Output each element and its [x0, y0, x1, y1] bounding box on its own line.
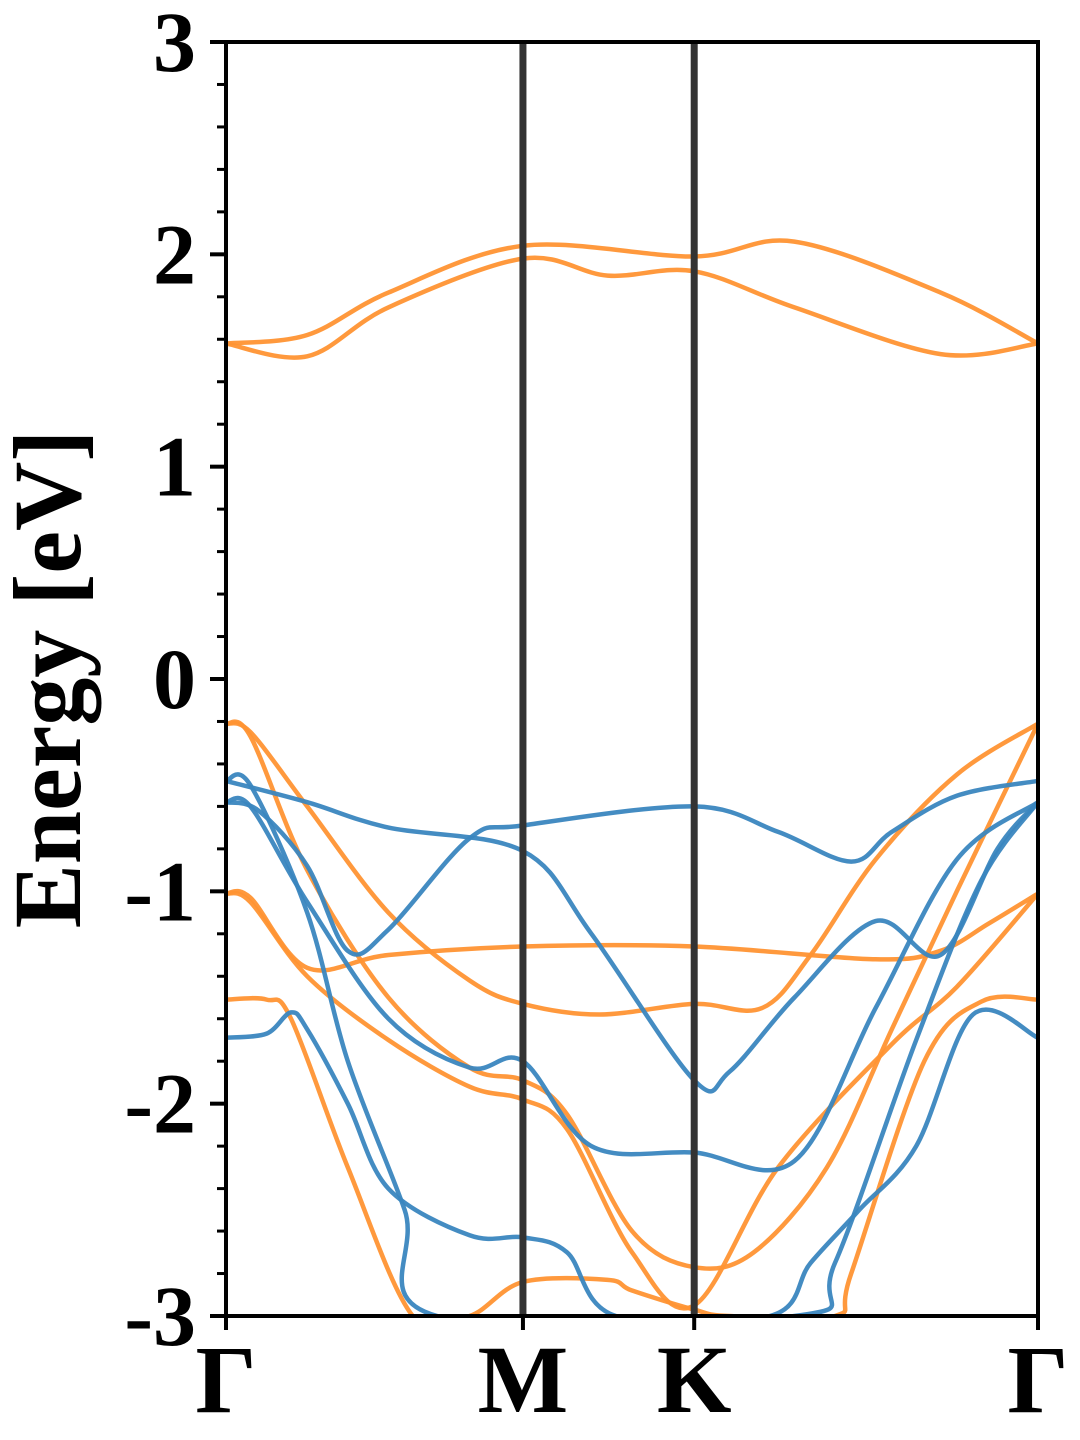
band-line-blue	[226, 778, 1038, 957]
high-symmetry-lines	[519, 42, 698, 1316]
y-tick-label: -3	[124, 1268, 196, 1364]
y-tick-label: 1	[153, 419, 196, 515]
band-line-blue	[226, 772, 1038, 1316]
band-line-blue	[226, 1007, 1038, 1316]
band-line-orange	[226, 890, 1038, 1311]
tick-labels: -3 -2 -1 0 1 2 3 Γ M K Γ	[124, 0, 1068, 1433]
x-tick-label: K	[657, 1326, 732, 1433]
x-tick-label: Γ	[195, 1326, 256, 1433]
y-tick-label: -2	[124, 1056, 196, 1152]
x-tick-label: M	[478, 1326, 569, 1433]
band-line-orange	[226, 255, 1038, 360]
bands-layer	[226, 238, 1038, 1316]
y-tick-label: -1	[124, 843, 196, 939]
plot-frame	[224, 40, 1040, 1318]
y-tick-label: 2	[153, 206, 196, 302]
band-line-orange	[226, 238, 1038, 346]
y-tick-label: 0	[153, 631, 196, 727]
band-line-blue	[226, 795, 1038, 1173]
band-line-blue	[226, 778, 1038, 1094]
band-line-orange	[226, 720, 1038, 1017]
y-tick-label: 3	[153, 0, 196, 90]
x-tick-label: Γ	[1007, 1326, 1068, 1433]
y-axis-label: Energy [eV]	[0, 430, 101, 929]
band-line-orange	[226, 994, 1038, 1316]
